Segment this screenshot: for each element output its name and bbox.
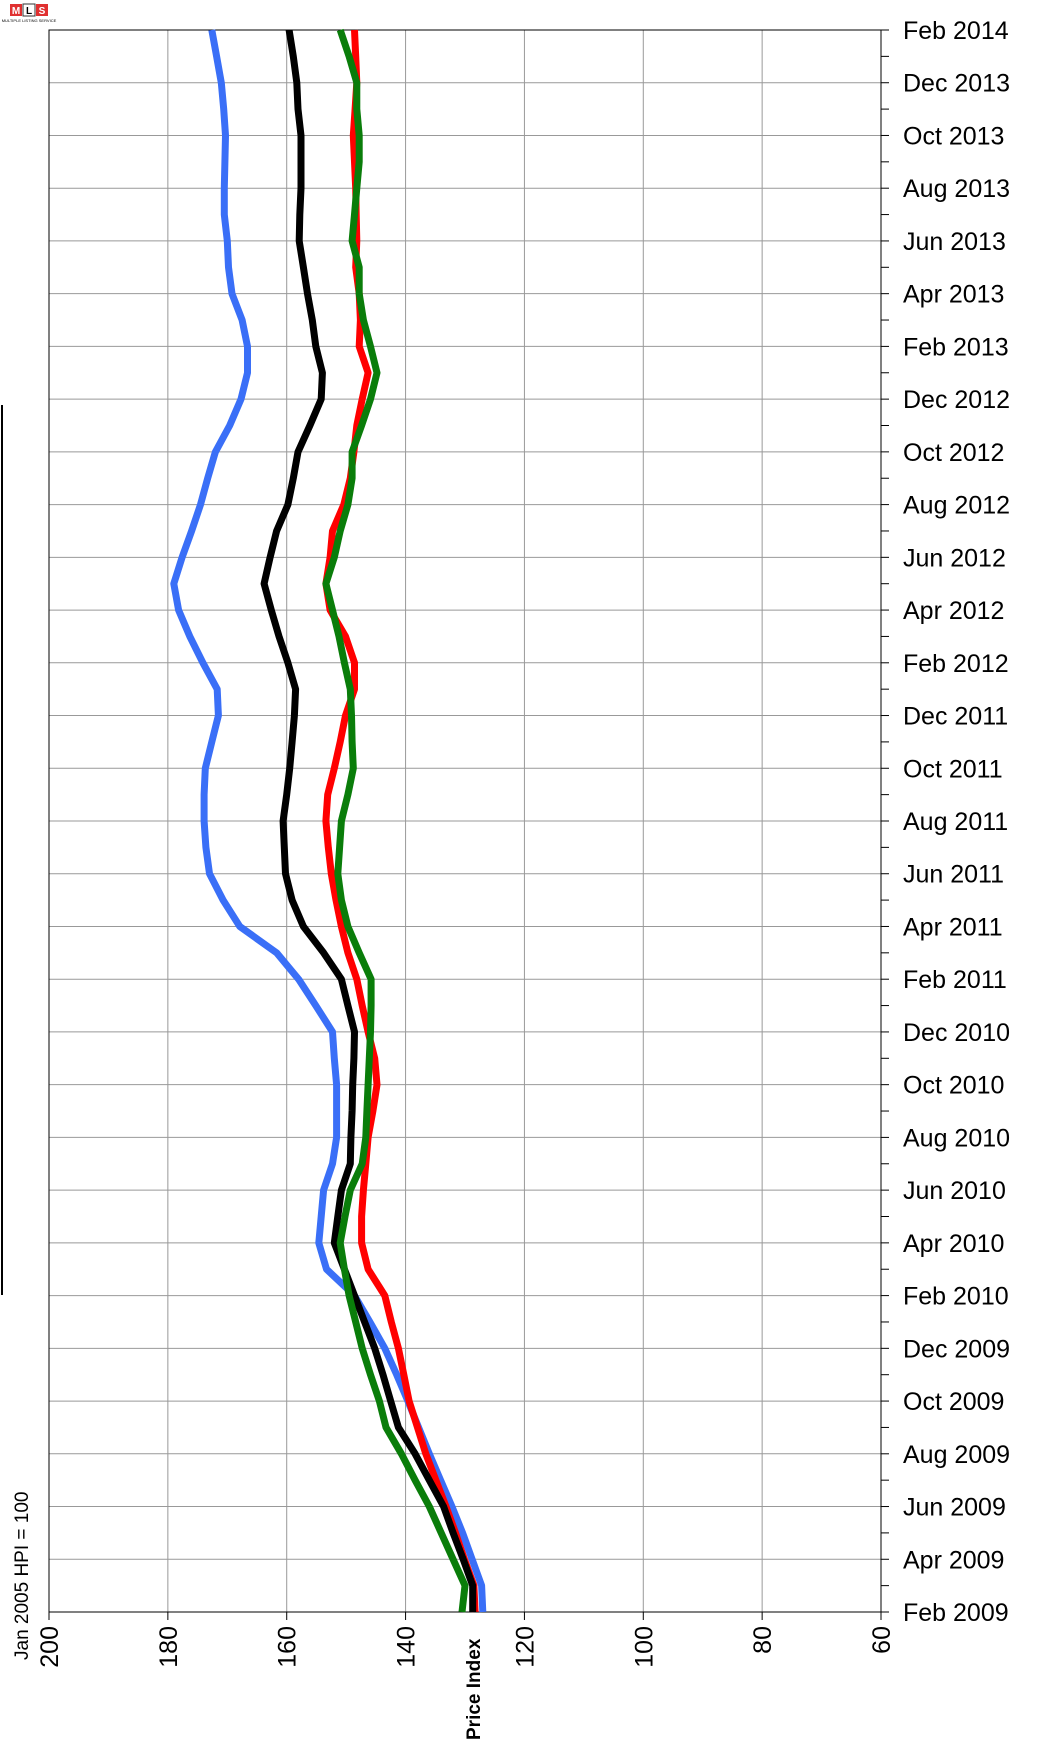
- y-tick-label: Feb 2012: [903, 650, 1009, 678]
- x-tick-label: 180: [155, 1626, 183, 1668]
- y-tick-label: Oct 2009: [903, 1388, 1004, 1416]
- y-tick-label: Dec 2009: [903, 1335, 1010, 1363]
- logo-letter: S: [39, 6, 46, 17]
- x-tick-label: 60: [868, 1626, 896, 1654]
- y-tick-label: Aug 2012: [903, 492, 1010, 520]
- y-tick-label: Jun 2009: [903, 1494, 1006, 1522]
- y-tick-label: Oct 2011: [903, 755, 1003, 783]
- y-tick-label: Dec 2010: [903, 1019, 1010, 1047]
- y-tick-label: Oct 2013: [903, 122, 1004, 150]
- x-tick-label: 80: [749, 1626, 777, 1654]
- y-tick-label: Jun 2011: [903, 861, 1004, 889]
- y-tick-label: Apr 2009: [903, 1546, 1004, 1574]
- y-tick-label: Jun 2012: [903, 544, 1006, 572]
- y-tick-label: Jun 2010: [903, 1177, 1006, 1205]
- logo-box: [22, 3, 36, 17]
- logo-letter: L: [26, 6, 32, 17]
- y-tick-label: Apr 2011: [903, 913, 1003, 941]
- x-tick-label: 200: [36, 1626, 64, 1668]
- y-tick-label: Aug 2010: [903, 1124, 1010, 1152]
- y-tick-label: Aug 2009: [903, 1441, 1010, 1469]
- series-line: [170, 29, 487, 1613]
- y-tick-label: Feb 2009: [903, 1599, 1009, 1627]
- x-tick-label: 120: [511, 1626, 539, 1668]
- logo-box: [36, 4, 48, 16]
- y-tick-label: Apr 2010: [903, 1230, 1004, 1258]
- y-tick-label: Aug 2013: [903, 175, 1010, 203]
- logo-letter: M: [12, 6, 20, 17]
- y-tick-label: Feb 2013: [903, 333, 1009, 361]
- y-tick-label: Dec 2012: [903, 386, 1010, 414]
- y-tick-label: Feb 2010: [903, 1283, 1009, 1311]
- x-axis-label: Price Index: [464, 1638, 485, 1740]
- y-tick-label: Apr 2013: [903, 281, 1004, 309]
- series-line: [260, 29, 477, 1612]
- logo: M L S MULTIPLE LISTING SERVICE: [2, 3, 57, 23]
- y-tick-label: Dec 2011: [903, 703, 1008, 731]
- y-tick-label: Aug 2011: [903, 808, 1008, 836]
- y-tick-label: Apr 2012: [903, 597, 1004, 625]
- y-tick-label: Oct 2012: [903, 439, 1004, 467]
- x-tick-label: 160: [274, 1626, 302, 1668]
- y-tick-label: Feb 2014: [903, 17, 1009, 45]
- x-tick-label: 100: [630, 1626, 658, 1668]
- y-tick-label: Oct 2010: [903, 1072, 1004, 1100]
- x-tick-label: 140: [393, 1626, 421, 1668]
- y-tick-label: Dec 2013: [903, 70, 1010, 98]
- note: Jan 2005 HPI = 100: [12, 1492, 33, 1661]
- y-tick-label: Feb 2011: [903, 966, 1007, 994]
- logo-box: [10, 4, 22, 16]
- series-line: [322, 28, 469, 1613]
- logo-caption: MULTIPLE LISTING SERVICE: [2, 18, 57, 23]
- y-tick-label: Jun 2013: [903, 228, 1006, 256]
